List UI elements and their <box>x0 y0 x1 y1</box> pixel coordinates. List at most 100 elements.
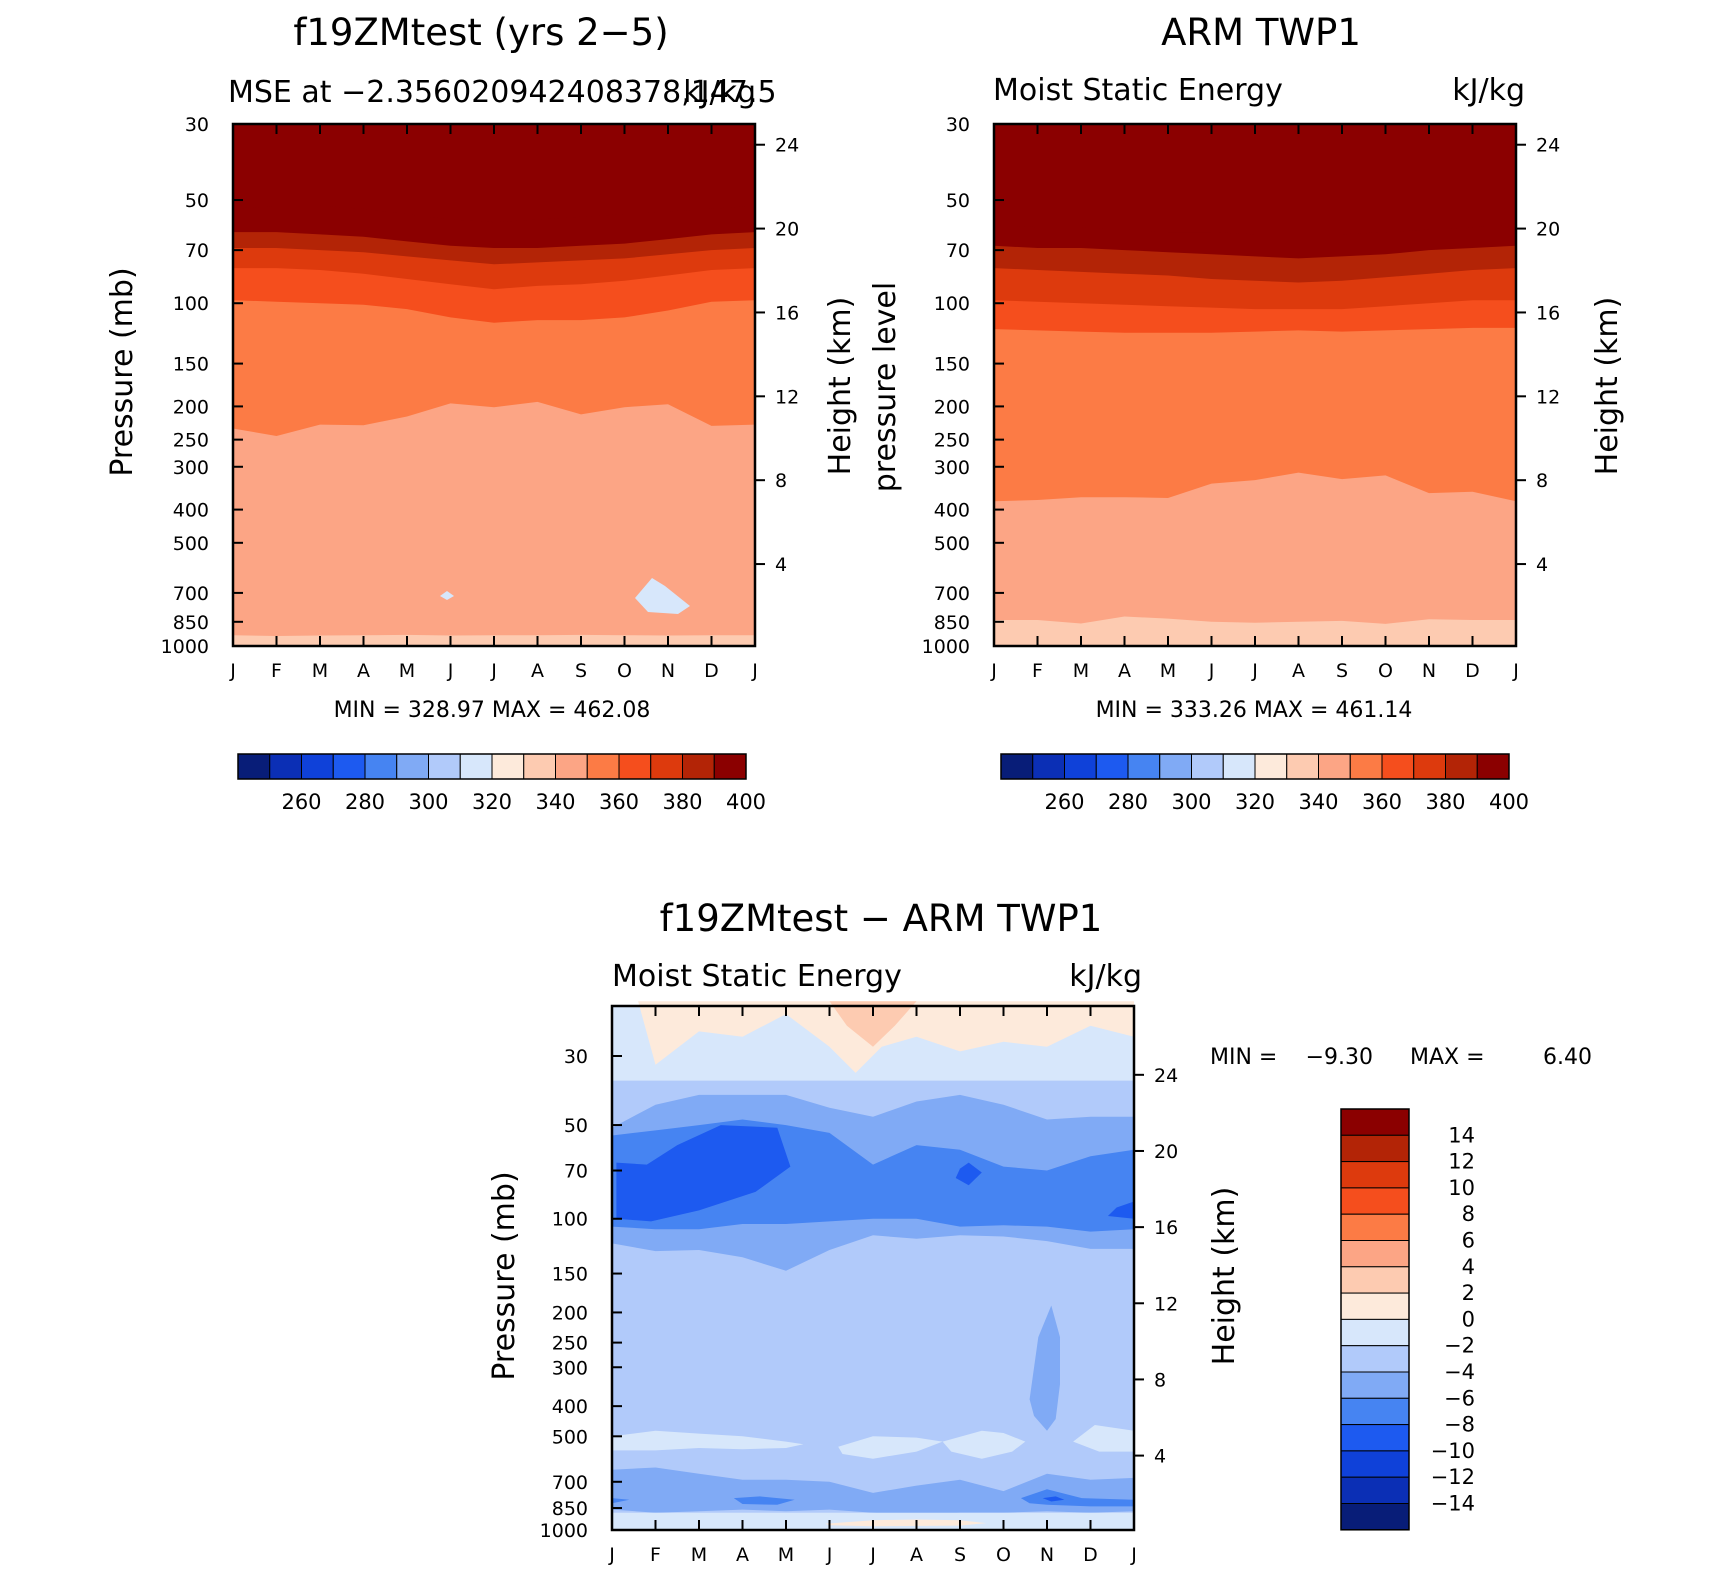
panel-model-contour-band-350 <box>233 401 755 646</box>
panel-obs-xtick-label: A <box>1292 660 1305 682</box>
panel-difference-xtick-label: J <box>1130 1544 1137 1566</box>
panel-model-colorbar-cell <box>650 753 683 780</box>
panel-model-xtick-label: M <box>312 660 328 682</box>
panel-model-height-tick-label: 24 <box>775 135 799 157</box>
panel-model-ytick-label: 700 <box>173 583 209 605</box>
panel-difference-light-band-1 <box>612 1430 804 1451</box>
panel-difference-ytick-label: 100 <box>552 1209 588 1231</box>
panel-difference-lower-core-jan <box>612 1498 630 1504</box>
panel-obs-height-tick-label: 24 <box>1536 135 1560 157</box>
panel-difference-lower-core-apr <box>733 1496 795 1505</box>
panel-obs-xtick-label: M <box>1073 660 1089 682</box>
panel-obs-colorbar-cell <box>1064 753 1097 780</box>
panel-difference-colorbar-label: 14 <box>1448 1123 1475 1147</box>
panel-model-minmax: MIN = 328.97 MAX = 462.08 <box>334 698 651 723</box>
panel-difference-colorbar-label: 0 <box>1462 1307 1475 1331</box>
panel-obs-colorbar-cell <box>1445 753 1478 780</box>
panel-difference-ytick-label: 500 <box>552 1426 588 1448</box>
panel-difference-units: kJ/kg <box>1069 959 1142 994</box>
panel-model-xtick-label: F <box>271 660 282 682</box>
panel-difference-light-band-3 <box>942 1430 1026 1459</box>
panel-difference-xtick-label: D <box>1083 1544 1098 1566</box>
panel-model-colorbar-label: 280 <box>345 790 385 814</box>
panel-model-xtick-label: O <box>617 660 632 682</box>
panel-difference-ytick-label: 200 <box>552 1302 588 1324</box>
panel-model-colorbar-cell <box>713 753 747 780</box>
panel-model-colorbar-cell <box>301 753 334 780</box>
panel-obs-xtick-label: A <box>1118 660 1131 682</box>
panel-obs-xtick-label: J <box>1251 660 1258 682</box>
panel-difference-xtick-label: M <box>691 1544 707 1566</box>
panel-difference-ytick-label: 150 <box>552 1264 588 1286</box>
panel-obs-xtick-label: M <box>1160 660 1176 682</box>
panel-obs-ytick-label: 30 <box>946 114 970 136</box>
panel-difference-colorbar-label: −14 <box>1431 1492 1475 1516</box>
panel-difference-surface-positive <box>825 1519 987 1527</box>
panel-obs-ytick-label: 50 <box>946 190 970 212</box>
panel-model-colorbar-label: 300 <box>408 790 448 814</box>
panel-difference-height-tick-label: 12 <box>1154 1293 1178 1315</box>
panel-difference-colorbar-label: 12 <box>1448 1150 1475 1174</box>
panel-difference-ylabel: Pressure (mb) <box>487 1171 522 1380</box>
panel-difference-height-tick-label: 16 <box>1154 1217 1178 1239</box>
panel-model-colorbar-cell <box>491 753 525 780</box>
panel-difference-ytick-label: 250 <box>552 1333 588 1355</box>
panel-difference-colorbar-cell <box>1340 1108 1410 1136</box>
panel-model-xtick-label: N <box>661 660 675 682</box>
panel-difference-colorbar-label: 2 <box>1462 1281 1475 1305</box>
panel-difference-ytick-label: 700 <box>552 1472 588 1494</box>
panel-difference-colorbar-cell <box>1340 1240 1410 1268</box>
panel-model-colorbar-cell <box>332 753 366 780</box>
panel-difference-colorbar-label: −6 <box>1444 1386 1475 1410</box>
panel-obs-colorbar-cell <box>1191 753 1224 780</box>
panel-model-ytick-label: 100 <box>173 293 209 315</box>
panel-obs-ytick-label: 300 <box>934 457 970 479</box>
panel-difference-ytick-label: 300 <box>552 1357 588 1379</box>
panel-obs-colorbar-label: 340 <box>1298 790 1338 814</box>
panel-obs-ylabel-right: Height (km) <box>1590 297 1625 476</box>
panel-obs-ytick-label: 850 <box>934 612 970 634</box>
panel-obs-ytick-label: 400 <box>934 500 970 522</box>
panel-obs-ytick-label: 70 <box>946 240 970 262</box>
panel-model-colorbar-label: 360 <box>599 790 639 814</box>
panel-obs-colorbar-cell <box>1159 753 1192 780</box>
panel-model-ylabel-right: Height (km) <box>823 297 858 476</box>
panel-difference-colorbar-label: 10 <box>1448 1176 1475 1200</box>
panel-obs-ytick-label: 250 <box>934 430 970 452</box>
panel-difference-xtick-label: J <box>826 1544 833 1566</box>
panel-difference-light-band-2 <box>838 1436 943 1459</box>
panel-difference-height-tick-label: 20 <box>1154 1141 1178 1163</box>
panel-model-xtick-label: J <box>229 660 236 682</box>
panel-difference-title: f19ZMtest − ARM TWP1 <box>660 897 1103 940</box>
panel-obs-ytick-label: 500 <box>934 533 970 555</box>
panel-difference-ytick-label: 850 <box>552 1498 588 1520</box>
panel-obs-xtick-label: N <box>1422 660 1436 682</box>
panel-model-title: f19ZMtest (yrs 2−5) <box>293 11 668 54</box>
panel-model-colorbar-cell <box>428 753 461 780</box>
panel-obs-colorbar-cell <box>1413 753 1446 780</box>
panel-obs-xtick-label: O <box>1378 660 1393 682</box>
panel-model-ytick-label: 500 <box>173 533 209 555</box>
panel-difference-colorbar-cell <box>1340 1266 1410 1294</box>
panel-obs-colorbar-cell <box>1254 753 1288 780</box>
panel-model-units: kJ/kg <box>683 75 756 110</box>
panel-obs-colorbar-cell <box>1127 753 1161 780</box>
panel-obs-xtick-label: F <box>1032 660 1043 682</box>
panel-model-low-patch <box>635 578 690 614</box>
panel-obs-contour-band-350 <box>994 472 1516 646</box>
panel-difference-max-label: MAX = <box>1410 1045 1485 1070</box>
panel-difference-core-sep <box>955 1162 982 1186</box>
panel-model-colorbar-cell <box>523 753 556 780</box>
panel-model-ytick-label: 150 <box>173 354 209 376</box>
panel-obs-colorbar-cell <box>1032 753 1065 780</box>
panel-obs-ylabel: pressure level <box>868 282 903 492</box>
panel-difference-colorbar-cell <box>1340 1397 1410 1426</box>
panel-obs-colorbar-cell <box>1318 753 1351 780</box>
panel-difference-ytick-label: 30 <box>564 1046 588 1068</box>
panel-difference-subtitle: Moist Static Energy <box>612 959 902 994</box>
panel-model-xtick-label: M <box>399 660 415 682</box>
panel-model-colorbar-cell <box>396 753 429 780</box>
panel-obs-colorbar-label: 280 <box>1108 790 1148 814</box>
